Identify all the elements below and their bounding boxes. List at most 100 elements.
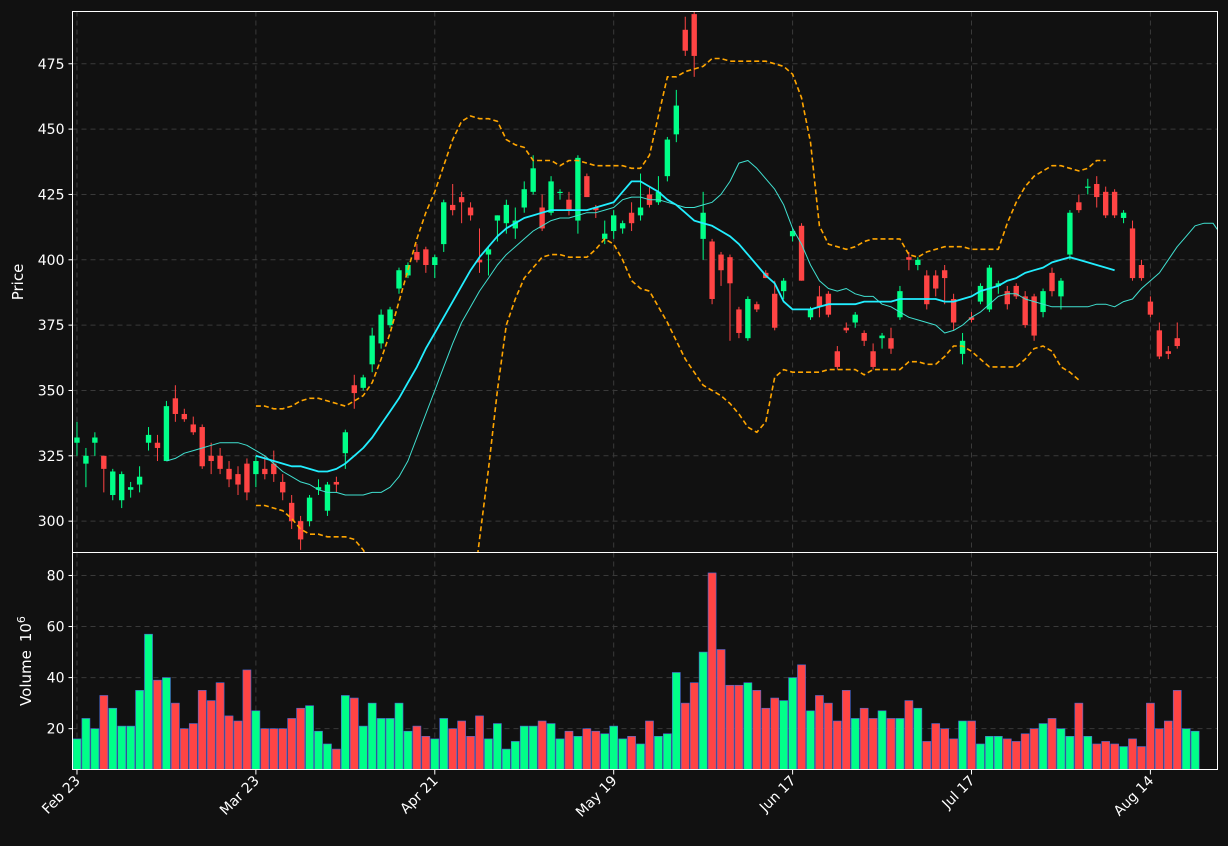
volume-bar-76 — [752, 690, 762, 770]
candle-62 — [628, 202, 635, 232]
candle-41 — [441, 199, 447, 252]
volume-bar-61 — [618, 738, 627, 770]
volume-bar-38 — [412, 725, 422, 770]
volume-bar-71 — [707, 572, 717, 770]
candle-119 — [1138, 259, 1145, 281]
candle-body-39 — [423, 249, 429, 266]
candle-body-111 — [1067, 212, 1073, 255]
candle-body-109 — [1049, 272, 1055, 292]
volume-bar-122 — [1163, 720, 1173, 770]
volume-bar-116 — [1110, 743, 1119, 770]
volume-bar-121 — [1155, 728, 1164, 770]
candle-60 — [611, 210, 617, 239]
volume-bar-2 — [90, 728, 100, 770]
candle-20 — [253, 455, 259, 488]
candle-94 — [915, 257, 921, 271]
candle-body-87 — [852, 314, 858, 323]
candle-16 — [217, 447, 223, 475]
volume-bar-123 — [1172, 690, 1182, 770]
volume-bar-44 — [466, 736, 475, 770]
volume-bar-13 — [188, 723, 198, 770]
candle-5 — [119, 471, 125, 509]
volume-bar-48 — [502, 748, 511, 770]
candle-body-42 — [449, 204, 456, 211]
candle-body-90 — [879, 335, 885, 339]
candle-body-31 — [351, 385, 357, 394]
volume-bar-36 — [394, 702, 404, 770]
candle-88 — [861, 330, 867, 347]
candle-body-22 — [271, 463, 277, 475]
candle-body-86 — [843, 327, 849, 331]
volume-bar-66 — [663, 733, 672, 770]
candle-26 — [306, 495, 313, 527]
volume-axis-label-exponent-sup: 6 — [15, 616, 28, 623]
candle-body-9 — [154, 442, 161, 448]
price-ytick-label-3: 375 — [38, 318, 65, 334]
candle-37 — [405, 262, 411, 279]
volume-bar-28 — [323, 743, 332, 770]
candle-120 — [1147, 296, 1154, 318]
candle-body-103 — [995, 283, 1002, 286]
candle-35 — [387, 306, 393, 328]
volume-bar-19 — [242, 669, 252, 770]
candle-body-65 — [655, 191, 662, 203]
volume-bar-49 — [510, 741, 520, 770]
candle-body-36 — [396, 270, 402, 289]
candle-28 — [324, 481, 331, 516]
volume-bar-4 — [108, 707, 118, 770]
volume-bar-88 — [859, 707, 869, 770]
candle-19 — [244, 458, 250, 501]
volume-bar-91 — [886, 718, 896, 770]
volume-ytick-label-1: 40 — [47, 671, 65, 687]
candle-body-76 — [754, 304, 760, 310]
candle-86 — [843, 322, 849, 333]
candle-22 — [271, 450, 277, 482]
volume-bar-9 — [153, 679, 162, 770]
volume-bar-125 — [1190, 730, 1200, 770]
candle-69 — [691, 11, 697, 77]
volume-bar-95 — [922, 741, 932, 770]
volume-bar-78 — [770, 697, 780, 770]
candle-body-85 — [834, 351, 841, 367]
candle-body-54 — [557, 191, 563, 194]
candle-105 — [1013, 283, 1019, 299]
slow-ma-line — [255, 180, 1115, 473]
volume-bar-58 — [591, 730, 601, 770]
candle-56 — [575, 155, 581, 234]
candle-108 — [1040, 288, 1046, 318]
candle-13 — [190, 416, 196, 435]
volume-bar-29 — [332, 748, 341, 770]
candle-24 — [288, 495, 295, 529]
candle-body-94 — [915, 259, 921, 266]
lower-band-line — [255, 238, 1080, 553]
candle-87 — [852, 312, 858, 328]
candle-109 — [1049, 267, 1055, 297]
volume-bar-62 — [627, 736, 636, 770]
candle-14 — [199, 424, 205, 469]
volume-bar-101 — [976, 743, 985, 770]
volume-bar-108 — [1038, 723, 1048, 770]
volume-bar-56 — [573, 736, 583, 770]
candle-78 — [772, 280, 778, 331]
candle-body-69 — [691, 14, 697, 56]
candle-body-6 — [127, 487, 134, 490]
candle-30 — [342, 429, 349, 469]
candle-body-51 — [530, 168, 536, 192]
candle-body-78 — [772, 293, 778, 328]
price-ytick-label-2: 350 — [38, 383, 65, 399]
volume-bar-79 — [779, 700, 788, 770]
candle-71 — [709, 238, 715, 305]
candle-10 — [163, 400, 170, 462]
candle-body-52 — [539, 207, 545, 229]
candle-body-13 — [190, 424, 196, 433]
volume-bar-24 — [287, 718, 296, 770]
candle-body-45 — [476, 259, 483, 263]
price-plot-area — [74, 11, 1218, 553]
candle-3 — [101, 455, 107, 493]
volume-bar-124 — [1181, 728, 1191, 770]
candle-9 — [154, 434, 161, 462]
candle-15 — [208, 442, 214, 475]
volume-bar-1 — [81, 718, 91, 770]
